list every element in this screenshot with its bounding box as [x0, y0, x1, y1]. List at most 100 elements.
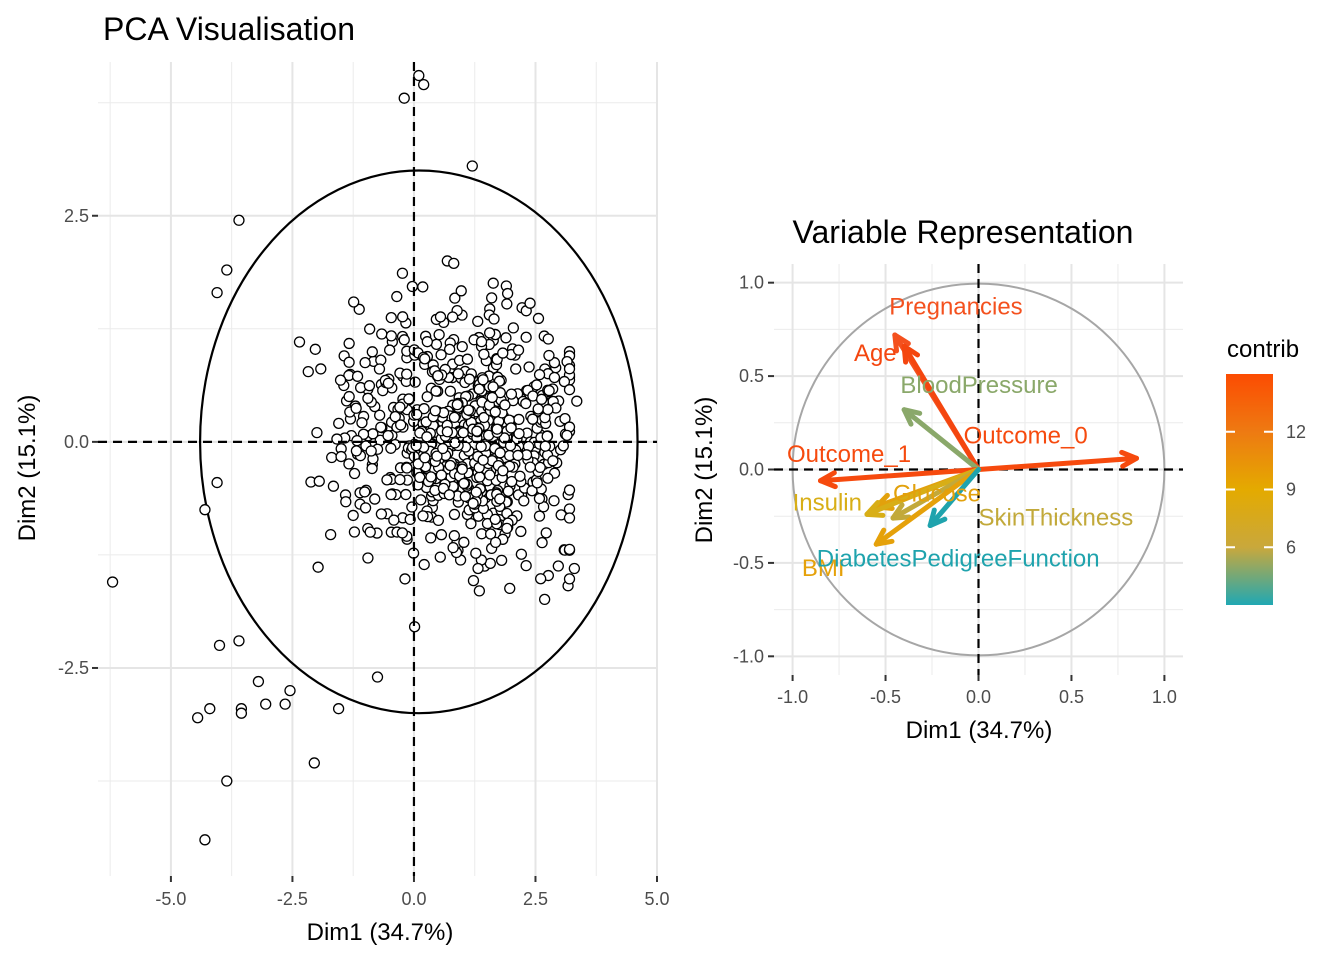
data-point [362, 552, 374, 564]
data-point [324, 528, 337, 541]
pca-confidence-ellipse [198, 169, 639, 715]
data-point [348, 467, 361, 480]
data-point [397, 311, 409, 323]
data-point [488, 313, 500, 325]
data-point [524, 297, 536, 309]
data-point [417, 281, 429, 293]
data-point [403, 393, 415, 405]
data-point [563, 363, 576, 375]
data-point [475, 440, 487, 453]
data-point [458, 536, 470, 548]
data-point [406, 280, 419, 293]
data-point [435, 469, 448, 481]
data-point [552, 560, 564, 572]
data-point [235, 707, 248, 719]
x-tick-label: 0.0 [966, 687, 991, 707]
legend-label: 6 [1286, 537, 1296, 557]
data-point [448, 530, 460, 542]
data-point [497, 347, 509, 359]
data-point [543, 384, 555, 397]
data-point [504, 440, 517, 452]
data-point [531, 477, 543, 489]
y-tick-label: 0.0 [739, 460, 764, 480]
data-point [499, 399, 511, 411]
data-point [497, 465, 509, 477]
data-point [478, 348, 490, 360]
data-point [432, 370, 444, 382]
data-point [350, 445, 363, 457]
data-point [419, 452, 431, 464]
data-point [500, 332, 512, 344]
data-point [213, 639, 226, 652]
data-point [533, 492, 546, 505]
data-point [489, 406, 501, 418]
variable-label: BMI [802, 555, 845, 582]
data-point [533, 368, 546, 381]
data-point [221, 264, 233, 276]
x-tick-label: -0.5 [870, 687, 901, 707]
data-point [501, 287, 514, 300]
data-point [459, 490, 471, 503]
data-point [369, 493, 381, 505]
x-tick-label: 1.0 [1152, 687, 1177, 707]
data-point [204, 703, 216, 715]
data-point [417, 510, 429, 522]
pca-x-axis-title: Dim1 (34.7%) [307, 919, 454, 946]
y-tick-label: -1.0 [733, 646, 764, 666]
data-point [512, 449, 524, 462]
data-point [233, 214, 245, 226]
data-point [513, 413, 525, 426]
data-point [571, 395, 583, 407]
data-point [327, 480, 340, 492]
data-point [389, 410, 401, 423]
data-point [348, 296, 360, 308]
data-point [543, 349, 555, 362]
data-point [473, 383, 485, 395]
data-point [563, 512, 576, 524]
data-point [458, 477, 470, 490]
variable-label: Insulin [793, 490, 862, 517]
data-point [465, 517, 477, 530]
y-tick-label: 1.0 [739, 273, 764, 293]
data-point [437, 442, 449, 455]
data-point [542, 403, 554, 416]
data-point [353, 303, 365, 315]
data-point [457, 427, 469, 439]
data-point [444, 459, 456, 472]
data-point [398, 92, 410, 104]
data-point [470, 547, 482, 559]
data-point [406, 501, 418, 513]
legend-ticks: 12 9 6 [1226, 422, 1306, 557]
data-point [221, 775, 233, 787]
data-point [401, 462, 413, 474]
data-point [396, 527, 409, 539]
data-point [462, 404, 475, 416]
data-point [350, 402, 362, 414]
arrow-head [864, 500, 886, 518]
data-point [470, 486, 482, 498]
pca-reference-lines [98, 62, 657, 876]
data-point [489, 513, 501, 525]
data-point [425, 471, 437, 483]
arrow-bloodpressure [901, 407, 981, 472]
confidence-ellipse [198, 169, 639, 715]
data-point [563, 573, 576, 585]
data-point [563, 484, 576, 496]
data-point [505, 422, 517, 434]
data-point [515, 548, 528, 560]
data-point [520, 559, 532, 572]
arrow-head [901, 407, 923, 427]
data-point [365, 445, 377, 457]
data-point [375, 421, 387, 433]
data-point [531, 379, 543, 391]
arrow-diabetespedigreefunction [927, 467, 981, 529]
data-point [418, 403, 430, 415]
data-point [260, 698, 272, 710]
variable-label: Age [854, 340, 897, 367]
data-point [421, 391, 433, 403]
data-point [448, 411, 461, 424]
data-point [356, 417, 368, 429]
data-point [501, 298, 513, 310]
variable-label: Glucose [893, 480, 981, 507]
